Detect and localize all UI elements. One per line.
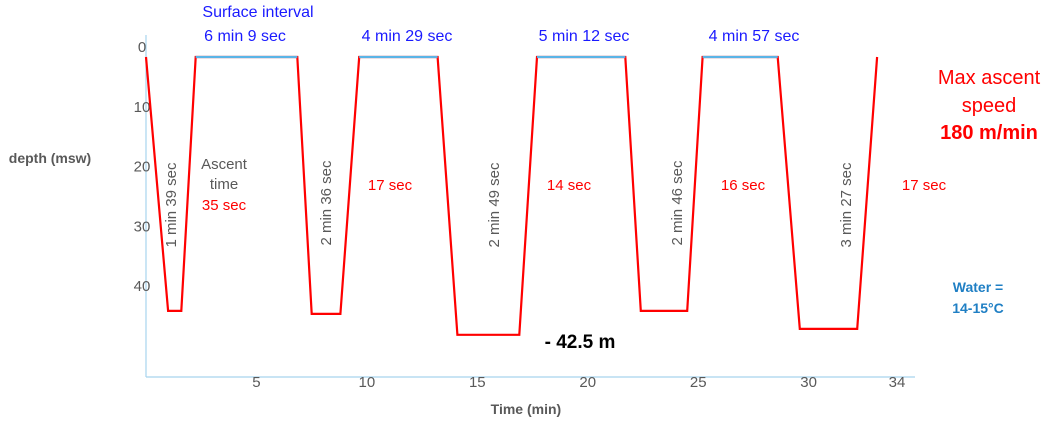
bottom-time-label: 2 min 36 sec (318, 160, 335, 246)
x-tick-label: 10 (359, 374, 376, 391)
x-tick-label: 30 (800, 374, 817, 391)
surface-interval-title: Surface interval (202, 4, 313, 21)
x-tick-label: 5 (252, 374, 260, 391)
ascent-time-title: time (210, 176, 238, 193)
y-axis-label: depth (msw) (9, 150, 91, 166)
x-tick-label: 15 (469, 374, 486, 391)
bottom-time-label: 3 min 27 sec (838, 162, 855, 248)
ascent-time-label: 14 sec (547, 177, 592, 194)
x-tick-label: 20 (579, 374, 596, 391)
y-tick-label: 40 (134, 278, 151, 295)
x-tick-label: 34 (889, 374, 906, 391)
y-tick-label: 20 (134, 159, 151, 176)
y-tick-label: 0 (138, 39, 146, 56)
surface-interval-label: 4 min 29 sec (362, 28, 453, 45)
bottom-time-label: 2 min 46 sec (669, 160, 686, 246)
ascent-time-label: 17 sec (902, 177, 947, 194)
ascent-time-label: 35 sec (202, 197, 247, 214)
max-ascent-title: Max ascent (938, 67, 1041, 89)
y-tick-label: 30 (134, 218, 151, 235)
surface-interval-label: 6 min 9 sec (204, 28, 286, 45)
surface-interval-label: 4 min 57 sec (709, 28, 800, 45)
dive-profile-line (144, 55, 879, 336)
water-temp-value: 14-15°C (952, 300, 1004, 316)
ascent-time-label: 16 sec (721, 177, 766, 194)
bottom-time-label: 1 min 39 sec (163, 162, 180, 248)
x-tick-label: 25 (690, 374, 707, 391)
max-ascent-title: speed (962, 95, 1017, 117)
surface-interval-label: 5 min 12 sec (539, 28, 630, 45)
x-axis-label: Time (min) (491, 401, 562, 417)
max-ascent-value: 180 m/min (940, 122, 1038, 144)
bottom-time-label: 2 min 49 sec (486, 162, 503, 248)
ascent-time-title: Ascent (201, 156, 248, 173)
ascent-time-label: 17 sec (368, 177, 413, 194)
water-temp-title: Water = (953, 279, 1003, 295)
y-tick-label: 10 (134, 99, 151, 116)
max-depth-label: - 42.5 m (545, 332, 616, 353)
